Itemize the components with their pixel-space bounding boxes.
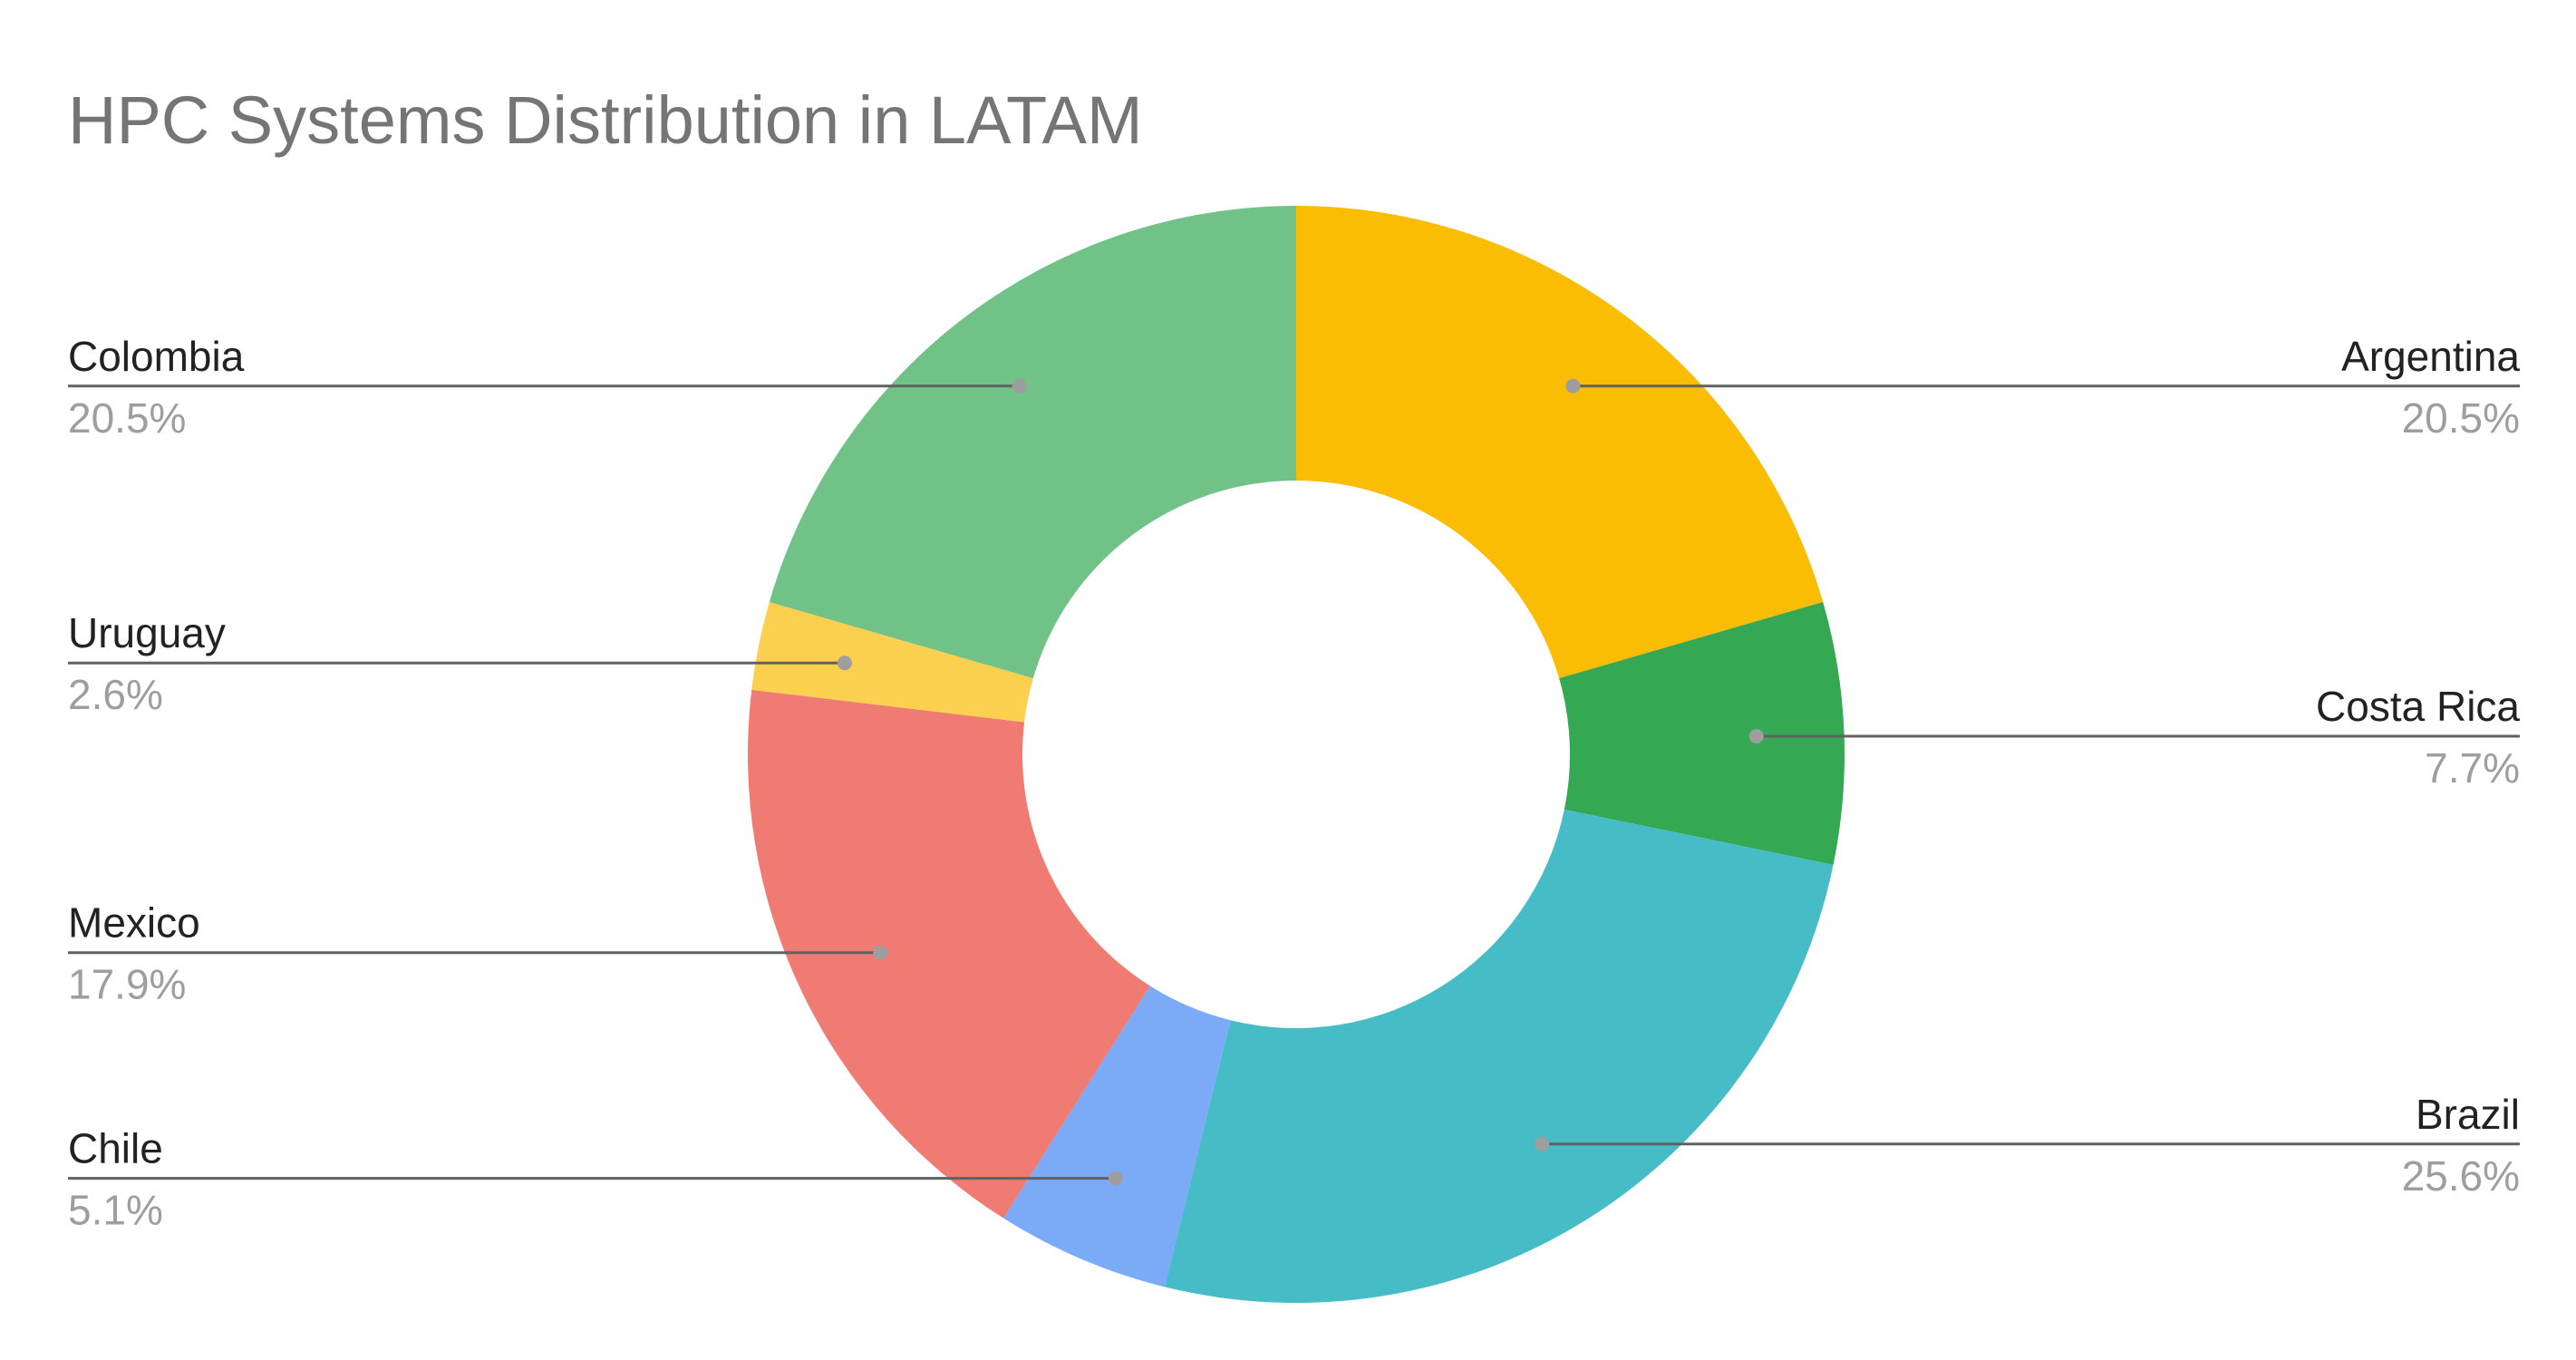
leader-dot-chile <box>1108 1171 1123 1186</box>
percent-argentina: 20.5% <box>2402 394 2520 442</box>
leader-dot-uruguay <box>837 656 852 671</box>
slices-group <box>747 205 1845 1304</box>
labels-group: Argentina 20.5% Costa Rica 7.7% Brazil 25.6% C… <box>68 333 2520 1234</box>
leader-dot-argentina <box>1565 378 1581 393</box>
leader-dot-brazil <box>1535 1136 1550 1151</box>
label-costa-rica: Costa Rica <box>2316 683 2520 730</box>
label-argentina: Argentina <box>2341 333 2520 380</box>
leader-dot-mexico <box>873 945 888 960</box>
leader-dot-costa-rica <box>1748 729 1764 744</box>
percent-chile: 5.1% <box>68 1187 163 1234</box>
slice-chile <box>1003 986 1231 1287</box>
percent-mexico: 17.9% <box>68 961 186 1008</box>
percent-brazil: 25.6% <box>2402 1152 2520 1200</box>
slice-costa-rica <box>1559 601 1845 865</box>
percent-uruguay: 2.6% <box>68 671 163 718</box>
slice-mexico <box>747 689 1150 1219</box>
label-mexico: Mexico <box>68 899 200 947</box>
leader-dot-colombia <box>1012 378 1027 393</box>
label-chile: Chile <box>68 1125 163 1172</box>
slice-colombia <box>769 205 1296 679</box>
slice-uruguay <box>751 601 1033 723</box>
percent-costa-rica: 7.7% <box>2425 744 2520 792</box>
slice-argentina <box>1296 206 1824 679</box>
slice-brazil <box>1164 809 1834 1304</box>
percent-colombia: 20.5% <box>68 394 186 442</box>
label-uruguay: Uruguay <box>68 609 226 656</box>
label-colombia: Colombia <box>68 333 245 380</box>
label-brazil: Brazil <box>2416 1091 2520 1138</box>
chart-title: HPC Systems Distribution in LATAM <box>68 83 1143 158</box>
